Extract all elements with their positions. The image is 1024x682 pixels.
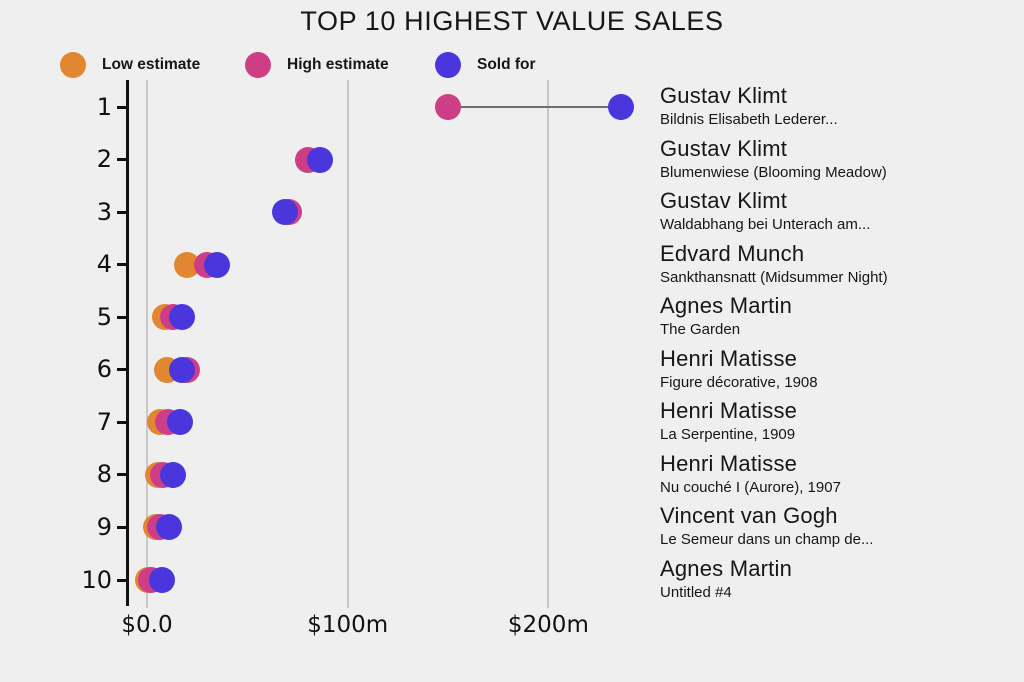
y-axis-line bbox=[126, 80, 129, 606]
chart-title: TOP 10 HIGHEST VALUE SALES bbox=[300, 6, 724, 36]
work-title: Blumenwiese (Blooming Meadow) bbox=[660, 163, 887, 181]
rank-label: 7 bbox=[96, 407, 112, 436]
y-tick bbox=[117, 420, 127, 424]
x-tick-label: $0.0 bbox=[121, 612, 173, 638]
y-tick bbox=[117, 473, 127, 477]
y-tick bbox=[117, 158, 127, 162]
work-title: Untitled #4 bbox=[660, 584, 732, 602]
y-tick bbox=[117, 105, 127, 109]
work-title: Waldabhang bei Unterach am... bbox=[660, 216, 871, 234]
legend-label-high: High estimate bbox=[287, 56, 389, 73]
row-label: Vincent van Gogh Le Semeur dans un champ … bbox=[660, 503, 1020, 550]
y-tick bbox=[117, 263, 127, 267]
artist-name: Henri Matisse bbox=[660, 450, 798, 476]
legend-label-sold: Sold for bbox=[477, 56, 536, 73]
dot-high-estimate bbox=[435, 94, 462, 120]
rank-label: 1 bbox=[96, 92, 112, 121]
work-title: Bildnis Elisabeth Lederer... bbox=[660, 111, 838, 128]
artist-name: Vincent van Gogh bbox=[660, 503, 838, 529]
artist-name: Edvard Munch bbox=[660, 240, 805, 266]
artist-name: Agnes Martin bbox=[660, 556, 793, 582]
work-title: Sankthansnatt (Midsummer Night) bbox=[660, 268, 888, 286]
rank-label: 8 bbox=[96, 460, 112, 489]
y-tick bbox=[117, 578, 127, 582]
rank-label: 5 bbox=[96, 302, 112, 331]
dot-sold-for bbox=[169, 356, 196, 383]
artist-name: Gustav Klimt bbox=[660, 135, 788, 161]
grid-line bbox=[146, 80, 148, 608]
row-label: Henri Matisse Figure décorative, 1908 bbox=[660, 346, 1020, 393]
low-estimate-legend-icon bbox=[60, 52, 86, 78]
rank-label: 4 bbox=[96, 250, 112, 279]
rank-label: 10 bbox=[81, 565, 112, 594]
dot-sold-for bbox=[167, 409, 194, 436]
work-title: Figure décorative, 1908 bbox=[660, 373, 818, 391]
dot-sold-for bbox=[156, 514, 183, 541]
row-label: Gustav Klimt Bildnis Elisabeth Lederer... bbox=[660, 83, 1020, 130]
sold-for-legend-icon bbox=[435, 52, 461, 78]
work-title: La Serpentine, 1909 bbox=[660, 426, 796, 444]
rank-label: 2 bbox=[96, 145, 112, 174]
artist-name: Henri Matisse bbox=[660, 398, 798, 424]
row-label: Agnes Martin Untitled #4 bbox=[660, 556, 1020, 603]
y-tick bbox=[117, 368, 127, 372]
legend-label-low: Low estimate bbox=[102, 56, 201, 73]
work-title: Le Semeur dans un champ de... bbox=[660, 531, 874, 549]
y-tick bbox=[117, 525, 127, 529]
row-label: Edvard Munch Sankthansnatt (Midsummer Nig… bbox=[660, 241, 1020, 288]
artist-name: Agnes Martin bbox=[660, 293, 793, 319]
grid-line bbox=[547, 80, 550, 608]
rank-label: 9 bbox=[96, 512, 112, 541]
dot-sold-for bbox=[169, 304, 196, 331]
dot-sold-for bbox=[272, 199, 299, 226]
work-title: The Garden bbox=[660, 321, 741, 339]
dot-sold-for bbox=[607, 94, 634, 120]
rank-label: 3 bbox=[96, 197, 112, 226]
artist-name: Gustav Klimt bbox=[660, 188, 788, 214]
high-estimate-legend-icon bbox=[245, 52, 271, 78]
row-label: Agnes Martin The Garden bbox=[660, 293, 1020, 340]
work-title: Nu couché I (Aurore), 1907 bbox=[660, 478, 841, 496]
row-label: Gustav Klimt Waldabhang bei Unterach am..… bbox=[660, 188, 1020, 235]
artist-name: Gustav Klimt bbox=[660, 83, 788, 108]
row-connector bbox=[448, 106, 621, 108]
dot-sold-for bbox=[204, 251, 231, 278]
row-label: Gustav Klimt Blumenwiese (Blooming Meadow… bbox=[660, 136, 1020, 183]
artist-name: Henri Matisse bbox=[660, 345, 798, 371]
x-tick-label: $100m bbox=[307, 612, 389, 638]
x-tick-label: $200m bbox=[507, 612, 589, 638]
dot-sold-for bbox=[149, 567, 176, 594]
row-label: Henri Matisse Nu couché I (Aurore), 1907 bbox=[660, 451, 1020, 498]
y-tick bbox=[117, 210, 127, 214]
dot-sold-for bbox=[160, 461, 187, 488]
row-label: Henri Matisse La Serpentine, 1909 bbox=[660, 398, 1020, 445]
dot-sold-for bbox=[306, 146, 333, 173]
rank-label: 6 bbox=[96, 355, 112, 384]
grid-line bbox=[346, 80, 349, 608]
y-tick bbox=[117, 315, 127, 319]
